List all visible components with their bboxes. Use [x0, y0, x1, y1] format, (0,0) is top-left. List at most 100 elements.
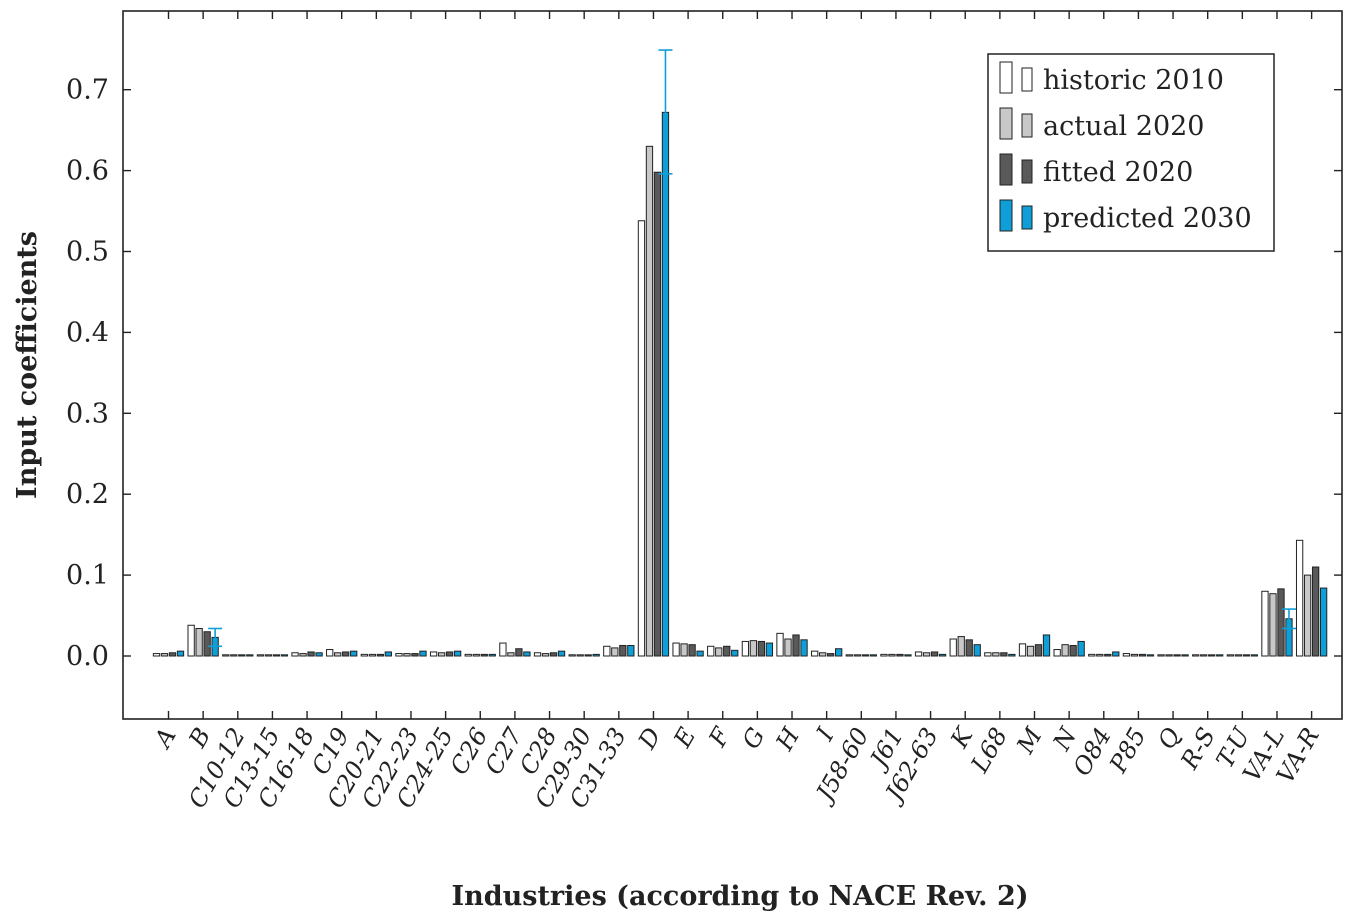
- bar-actual-2020-C27: [507, 652, 515, 657]
- bar-actual-2020-G: [749, 640, 758, 657]
- bar-historic-2010-C28: [533, 652, 542, 657]
- bar-historic-2010-C31-33: [603, 645, 611, 657]
- bar-fitted-2020-E: [688, 644, 696, 657]
- bar-predicted-2030-I: [835, 648, 843, 657]
- bar-fitted-2020-P85: [1138, 653, 1147, 657]
- bar-actual-2020-C22-23: [403, 653, 411, 657]
- bar-predicted-2030-VA-R: [1319, 587, 1328, 657]
- bar-actual-2020-F: [715, 647, 723, 657]
- bar-predicted-2030-C10-12: [246, 654, 254, 657]
- bar-fitted-2020-L68: [1000, 652, 1008, 657]
- bar-actual-2020-L68: [992, 652, 1000, 657]
- y-tick-label: 0.7: [66, 75, 109, 106]
- bar-fitted-2020-K: [965, 639, 973, 657]
- bar-historic-2010-N: [1053, 649, 1061, 657]
- bar-actual-2020-C20-21: [368, 653, 376, 657]
- bar-predicted-2030-C13-15: [280, 654, 289, 657]
- bar-fitted-2020-T-U: [1242, 654, 1250, 657]
- bars-layer: [152, 111, 1328, 657]
- bar-actual-2020-M: [1026, 645, 1035, 657]
- bar-actual-2020-B: [195, 627, 203, 657]
- bar-fitted-2020-C10-12: [238, 654, 246, 657]
- legend: historic 2010 actual 2020 fitted 2020 predi…: [987, 53, 1275, 252]
- bar-fitted-2020-Q: [1173, 654, 1181, 657]
- bar-actual-2020-A: [160, 653, 169, 657]
- bar-fitted-2020-H: [792, 634, 800, 657]
- bar-actual-2020-C31-33: [611, 647, 619, 657]
- bar-fitted-2020-C19: [342, 651, 350, 657]
- bar-actual-2020-H: [784, 638, 792, 657]
- bar-predicted-2030-J62-63: [938, 653, 947, 657]
- bar-predicted-2030-R-S: [1216, 654, 1224, 657]
- bar-predicted-2030-P85: [1146, 654, 1155, 657]
- bar-fitted-2020-C24-25: [445, 651, 454, 657]
- bar-actual-2020-E: [680, 643, 688, 657]
- bar-predicted-2030-H: [800, 639, 808, 657]
- bar-fitted-2020-VA-R: [1311, 566, 1320, 657]
- bar-fitted-2020-F: [723, 645, 731, 657]
- y-axis-ticks: 0.0 0.1 0.2 0.3 0.4 0.5 0.6 0.7: [66, 75, 1342, 672]
- bar-historic-2010-E: [672, 642, 680, 657]
- bar-historic-2010-C19: [326, 649, 334, 657]
- x-tick-label: E: [668, 723, 702, 753]
- y-tick-label: 0.1: [66, 560, 109, 591]
- bar-predicted-2030-N: [1077, 640, 1085, 657]
- x-tick-label: G: [737, 723, 771, 754]
- bar-actual-2020-R-S: [1200, 654, 1208, 657]
- x-tick-label: H: [770, 722, 806, 756]
- legend-swatch-fitted-2020: [999, 153, 1013, 186]
- bar-historic-2010-M: [1018, 643, 1027, 657]
- bar-actual-2020-K: [957, 636, 965, 657]
- bar-fitted-2020-O84: [1104, 653, 1112, 657]
- bar-historic-2010-J61: [880, 653, 888, 657]
- bar-historic-2010-K: [949, 638, 957, 657]
- legend-label-predicted-2030: predicted 2030: [1043, 203, 1252, 234]
- legend-frame: [987, 53, 1275, 252]
- bar-actual-2020-C26: [472, 653, 480, 657]
- x-tick-label: O84: [1068, 723, 1117, 780]
- bar-actual-2020-VA-R: [1303, 574, 1312, 657]
- legend-swatch-small-historic-2010: [1021, 67, 1033, 92]
- bar-historic-2010-D: [637, 220, 646, 657]
- bar-predicted-2030-C24-25: [453, 650, 462, 657]
- bar-fitted-2020-I: [827, 653, 835, 657]
- x-tick-label: L68: [965, 723, 1013, 778]
- bar-fitted-2020-C31-33: [619, 644, 627, 657]
- bar-fitted-2020-C29-30: [584, 654, 592, 657]
- bar-historic-2010-R-S: [1192, 654, 1200, 657]
- bar-actual-2020-C10-12: [230, 654, 238, 657]
- y-tick-label: 0.2: [66, 479, 109, 510]
- bar-historic-2010-J62-63: [914, 651, 923, 657]
- bar-actual-2020-J62-63: [922, 652, 931, 657]
- bar-actual-2020-J58-60: [853, 654, 861, 657]
- bar-predicted-2030-F: [731, 649, 739, 657]
- bar-fitted-2020-M: [1034, 644, 1043, 657]
- bar-predicted-2030-C26: [488, 653, 496, 657]
- bar-historic-2010-C20-21: [360, 653, 368, 657]
- legend-label-actual-2020: actual 2020: [1043, 111, 1205, 142]
- legend-swatch-historic-2010: [999, 61, 1013, 94]
- bar-historic-2010-G: [741, 640, 750, 657]
- bar-actual-2020-C16-18: [299, 653, 307, 657]
- x-tick-label: A: [148, 723, 182, 754]
- bar-historic-2010-C13-15: [256, 654, 265, 657]
- bar-fitted-2020-C27: [515, 648, 523, 657]
- bar-predicted-2030-Q: [1181, 654, 1189, 657]
- bar-historic-2010-F: [707, 645, 715, 657]
- bar-fitted-2020-J62-63: [930, 651, 939, 657]
- bar-historic-2010-VA-R: [1295, 539, 1304, 657]
- legend-swatch-actual-2020: [999, 107, 1013, 140]
- x-tick-label: C26: [445, 723, 494, 779]
- bar-predicted-2030-T-U: [1250, 654, 1258, 657]
- plot-frame: [122, 10, 1343, 720]
- bar-predicted-2030-C16-18: [315, 652, 323, 657]
- bar-fitted-2020-J61: [896, 653, 904, 657]
- bar-fitted-2020-J58-60: [861, 654, 869, 657]
- x-tick-label: C27: [479, 722, 528, 779]
- bar-historic-2010-Q: [1157, 654, 1165, 657]
- bar-actual-2020-N: [1061, 644, 1069, 657]
- bar-historic-2010-C29-30: [568, 654, 576, 657]
- bar-actual-2020-C13-15: [264, 654, 273, 657]
- bar-predicted-2030-C27: [523, 651, 531, 657]
